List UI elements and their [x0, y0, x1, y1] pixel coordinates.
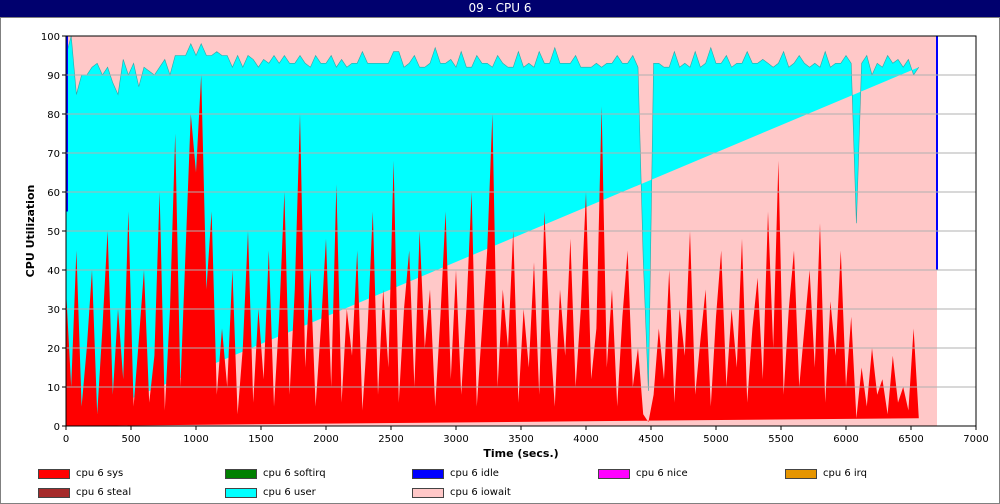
legend-label-iowait: cpu 6 iowait — [450, 487, 511, 498]
x-tick-label: 5000 — [703, 434, 728, 445]
x-axis-label: Time (secs.) — [483, 447, 558, 460]
series-sys-area — [66, 75, 919, 426]
x-tick-label: 3500 — [508, 434, 533, 445]
y-tick-label: 30 — [47, 305, 60, 316]
y-tick-label: 70 — [47, 149, 60, 160]
x-tick-label: 1500 — [248, 434, 273, 445]
y-tick-label: 80 — [47, 110, 60, 121]
legend-label-steal: cpu 6 steal — [76, 487, 132, 498]
legend-label-irq: cpu 6 irq — [823, 468, 867, 479]
x-tick-label: 0 — [63, 434, 69, 445]
legend-swatch-nice — [598, 469, 630, 479]
legend-swatch-softirq — [225, 469, 257, 479]
x-tick-label: 6000 — [833, 434, 858, 445]
y-tick-label: 90 — [47, 71, 60, 82]
legend-swatch-steal — [38, 488, 70, 498]
x-tick-label: 500 — [121, 434, 140, 445]
y-tick-label: 50 — [47, 227, 60, 238]
legend-label-softirq: cpu 6 softirq — [263, 468, 326, 479]
x-tick-label: 5500 — [768, 434, 793, 445]
legend-label-idle: cpu 6 idle — [450, 468, 499, 479]
y-tick-label: 20 — [47, 344, 60, 355]
x-tick-label: 2000 — [313, 434, 338, 445]
x-tick-label: 2500 — [378, 434, 403, 445]
y-tick-label: 10 — [47, 383, 60, 394]
y-tick-label: 0 — [54, 422, 60, 433]
chart-frame: 0 10 20 30 40 50 60 70 80 90 100 0 500 1000 1500 2000 25… — [0, 17, 1000, 504]
x-tick-label: 1000 — [183, 434, 208, 445]
chart-title: 09 - CPU 6 — [468, 1, 532, 15]
x-tick-label: 3000 — [443, 434, 468, 445]
legend-swatch-sys — [38, 469, 70, 479]
legend-label-nice: cpu 6 nice — [636, 468, 688, 479]
legend-swatch-irq — [785, 469, 817, 479]
x-tick-label: 7000 — [963, 434, 988, 445]
chart-title-bar: 09 - CPU 6 — [0, 0, 1000, 17]
legend-label-sys: cpu 6 sys — [76, 468, 124, 479]
x-tick-label: 4500 — [638, 434, 663, 445]
legend-label-user: cpu 6 user — [263, 487, 316, 498]
legend-swatch-user — [225, 488, 257, 498]
legend-swatch-idle — [412, 469, 444, 479]
x-tick-label: 4000 — [573, 434, 598, 445]
y-tick-label: 100 — [41, 32, 60, 43]
y-tick-label: 60 — [47, 188, 60, 199]
legend-swatch-iowait — [412, 488, 444, 498]
x-tick-label: 6500 — [898, 434, 923, 445]
y-axis-label: CPU Utilization — [24, 185, 37, 278]
y-tick-label: 40 — [47, 266, 60, 277]
